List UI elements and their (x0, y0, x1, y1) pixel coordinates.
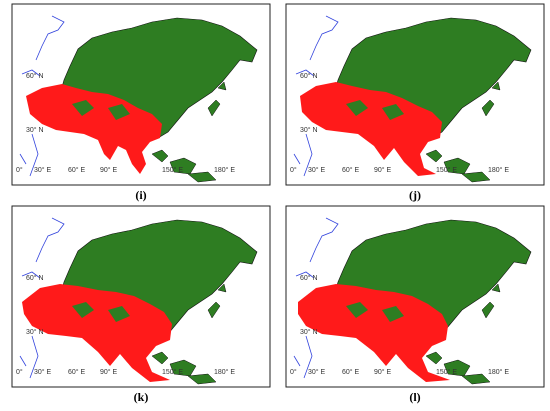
range-region (300, 82, 442, 176)
island (481, 301, 495, 319)
lat-label: 0° (16, 368, 23, 376)
landmass-gap (72, 302, 94, 318)
lon-label: 150° E (162, 166, 183, 174)
coastline (309, 217, 339, 263)
island (187, 373, 217, 385)
map-panel: 60° N 30° N 0° 30° E 60° E 90° E 150° E 180° E (… (285, 3, 545, 202)
lon-label: 180° E (488, 166, 509, 174)
lon-label: 60° E (342, 166, 360, 174)
lat-label: 30° N (300, 126, 318, 134)
landmass-gap (346, 100, 368, 116)
lon-label: 60° E (68, 368, 86, 376)
lon-label: 60° E (342, 368, 360, 376)
island (425, 351, 443, 365)
lon-label: 90° E (100, 166, 118, 174)
island (207, 301, 221, 319)
range-region (298, 284, 450, 382)
panel-label: (k) (134, 390, 149, 404)
coastline (21, 69, 41, 77)
coastline (19, 355, 27, 367)
coastline (19, 153, 27, 165)
landmass-gap (382, 306, 404, 322)
lat-label: 30° N (26, 328, 44, 336)
lon-label: 30° E (34, 166, 52, 174)
island (425, 149, 443, 163)
coastline (29, 335, 39, 379)
map-panel: 60° N 30° N 0° 30° E 60° E 90° E 150° E 180° E (… (11, 205, 271, 404)
island (481, 99, 495, 117)
coastline (35, 15, 65, 61)
island (443, 157, 471, 175)
coastline (295, 271, 315, 279)
range-region (22, 284, 172, 382)
lat-label: 0° (290, 368, 297, 376)
lon-label: 60° E (68, 166, 86, 174)
island (491, 81, 501, 91)
lat-label: 60° N (300, 274, 318, 282)
lat-label: 60° N (26, 274, 44, 282)
island (187, 171, 217, 183)
landmass-gap (382, 104, 404, 120)
island (151, 149, 169, 163)
lon-label: 90° E (374, 166, 392, 174)
lon-label: 90° E (100, 368, 118, 376)
lon-label: 150° E (436, 166, 457, 174)
coastline (21, 271, 41, 279)
lat-label: 0° (16, 166, 23, 174)
map-panel: 60° N 30° N 0° 30° E 60° E 90° E 150° E 180° E (… (11, 3, 271, 202)
panel-label: (i) (135, 188, 146, 202)
lon-label: 150° E (162, 368, 183, 376)
coastline (309, 15, 339, 61)
island (461, 373, 491, 385)
coastline (293, 153, 301, 165)
lon-label: 30° E (308, 368, 326, 376)
panel-label: (j) (409, 188, 421, 202)
coastline (303, 335, 313, 379)
island (217, 283, 227, 293)
island (491, 283, 501, 293)
landmass-gap (108, 104, 130, 120)
lat-label: 30° N (26, 126, 44, 134)
lon-label: 180° E (214, 368, 235, 376)
coastline (303, 133, 313, 177)
lat-label: 60° N (26, 72, 44, 80)
island (217, 81, 227, 91)
island (207, 99, 221, 117)
lat-label: 60° N (300, 72, 318, 80)
landmass-gap (72, 100, 94, 116)
lon-label: 180° E (214, 166, 235, 174)
island (151, 351, 169, 365)
map-panel: 60° N 30° N 0° 30° E 60° E 90° E 150° E 180° E (… (285, 205, 545, 404)
lat-label: 0° (290, 166, 297, 174)
lon-label: 30° E (34, 368, 52, 376)
panel-label: (l) (409, 390, 420, 404)
lon-label: 180° E (488, 368, 509, 376)
range-region (26, 84, 162, 174)
island (169, 157, 197, 175)
coastline (295, 69, 315, 77)
coastline (293, 355, 301, 367)
coastline (35, 217, 65, 263)
island (169, 359, 197, 377)
lat-label: 30° N (300, 328, 318, 336)
lon-label: 90° E (374, 368, 392, 376)
lon-label: 30° E (308, 166, 326, 174)
island (443, 359, 471, 377)
island (461, 171, 491, 183)
coastline (29, 133, 39, 177)
landmass-gap (108, 306, 130, 322)
landmass-gap (346, 302, 368, 318)
lon-label: 150° E (436, 368, 457, 376)
